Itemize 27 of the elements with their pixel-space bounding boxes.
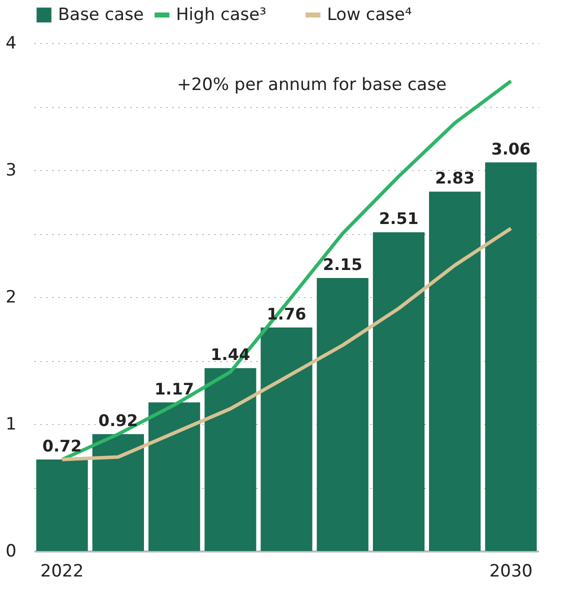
y-tick-label: 4 xyxy=(6,34,16,54)
bar xyxy=(204,368,256,551)
data-label: 2.51 xyxy=(378,209,418,228)
data-label: 2.83 xyxy=(435,168,475,188)
data-label: 1.17 xyxy=(154,379,194,398)
y-tick-label: 2 xyxy=(6,288,16,308)
data-label: 2.15 xyxy=(322,254,362,274)
x-tick-label: 2022 xyxy=(40,562,84,582)
bar xyxy=(92,434,144,551)
y-tick-label: 0 xyxy=(6,542,16,562)
legend-label: Base case xyxy=(58,5,144,25)
x-tick-label: 2030 xyxy=(489,562,533,582)
data-label: 0.92 xyxy=(98,411,138,430)
bar xyxy=(372,232,425,551)
y-tick-label: 3 xyxy=(6,160,16,180)
y-tick-label: 1 xyxy=(6,414,16,434)
data-label: 3.06 xyxy=(491,139,531,158)
bar xyxy=(485,162,537,551)
bar xyxy=(316,278,368,551)
bar xyxy=(260,327,312,551)
annotation: +20% per annum for base case xyxy=(176,75,447,95)
bar xyxy=(36,460,88,551)
legend-label: Low case⁴ xyxy=(327,5,412,25)
bar xyxy=(148,402,200,551)
bar xyxy=(429,192,481,551)
data-label: 0.72 xyxy=(42,436,82,456)
legend-label: High case³ xyxy=(176,5,266,25)
